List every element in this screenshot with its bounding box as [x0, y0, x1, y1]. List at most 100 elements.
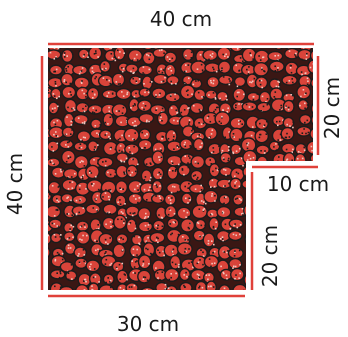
- pebble: [48, 245, 51, 260]
- pebble: [166, 75, 180, 86]
- pebble-speck: [134, 170, 137, 173]
- pebble-speck: [114, 175, 116, 177]
- pebble-speck: [318, 228, 320, 230]
- pebble-speck: [108, 198, 111, 201]
- pebble-speck: [252, 96, 255, 98]
- pebble-speck: [164, 283, 167, 286]
- pebble-speck: [289, 266, 291, 269]
- pebble-speck: [154, 183, 156, 186]
- pebble-speck: [122, 238, 124, 241]
- pebble-speck: [61, 252, 64, 255]
- pebble-speck: [227, 149, 230, 151]
- pebble-speck: [115, 81, 118, 83]
- pebble-speck: [188, 77, 190, 80]
- pebble-speck: [119, 145, 122, 147]
- pebble: [311, 231, 313, 245]
- pebble-speck: [158, 171, 160, 174]
- pebble-speck: [109, 137, 111, 140]
- pebble-speck: [306, 77, 309, 80]
- pebble-speck: [211, 186, 213, 189]
- pebble-speck: [122, 106, 125, 109]
- pebble-speck: [234, 175, 236, 178]
- pebble-speck: [259, 122, 261, 125]
- pebble: [297, 233, 313, 248]
- pebble-speck: [190, 133, 193, 135]
- pebble: [280, 222, 296, 233]
- pebble-speck: [81, 177, 84, 180]
- pebble: [177, 48, 192, 50]
- pebble-speck: [120, 160, 123, 163]
- pebble-speck: [197, 261, 200, 263]
- pebble-speck: [107, 243, 109, 245]
- pebble-speck: [200, 146, 202, 148]
- pebble-speck: [285, 148, 288, 151]
- pebble-speck: [141, 131, 143, 134]
- pebble-speck: [173, 135, 175, 138]
- pebble-speck: [160, 81, 163, 83]
- pebble-speck: [60, 170, 62, 173]
- pebble-speck: [246, 277, 248, 280]
- pebble-speck: [135, 45, 137, 47]
- pebble: [48, 60, 50, 75]
- pebble-speck: [156, 186, 158, 188]
- pebble-speck: [224, 185, 226, 187]
- pebble-speck: [57, 200, 60, 203]
- pebble-speck: [251, 106, 254, 108]
- pebble-speck: [265, 209, 268, 211]
- pebble-speck: [137, 189, 139, 191]
- pebble-speck: [131, 171, 133, 174]
- pebble-speck: [82, 37, 84, 39]
- pebble-speck: [304, 238, 307, 240]
- pebble-speck: [247, 71, 250, 73]
- pebble-speck: [186, 40, 188, 42]
- pebble-speck: [147, 41, 149, 43]
- pebble: [180, 218, 196, 233]
- pebble-speck: [268, 205, 271, 208]
- pebble-speck: [224, 136, 226, 139]
- pebble-speck: [68, 92, 70, 95]
- pebble-speck: [266, 201, 268, 204]
- pebble-speck: [235, 180, 238, 183]
- pebble-speck: [184, 145, 187, 148]
- pebble-speck: [65, 133, 68, 135]
- pebble-speck: [158, 56, 161, 59]
- pebble-speck: [82, 160, 84, 163]
- pebble-speck: [123, 222, 125, 224]
- pebble: [48, 115, 49, 127]
- pebble-speck: [67, 141, 69, 144]
- pebble-speck: [290, 64, 292, 67]
- pebble-speck: [307, 243, 309, 245]
- pebble-speck: [200, 123, 203, 125]
- pebble: [286, 206, 298, 221]
- pebble-speck: [145, 247, 147, 250]
- pebble-speck: [174, 263, 177, 266]
- pebble-speck: [188, 123, 190, 125]
- pebble-speck: [132, 158, 134, 161]
- pebble-speck: [70, 124, 73, 126]
- pebble-speck: [217, 106, 219, 109]
- pebble-speck: [75, 199, 78, 202]
- pebble-speck: [304, 254, 306, 257]
- pebble-speck: [43, 242, 45, 244]
- pebble-speck: [89, 268, 92, 271]
- pebble-speck: [105, 132, 108, 135]
- pebble-speck: [144, 105, 147, 107]
- pebble-speck: [178, 263, 180, 266]
- pebble-speck: [301, 58, 303, 61]
- pebble-speck: [254, 287, 256, 289]
- pebble: [140, 48, 156, 51]
- pebble-speck: [221, 115, 223, 118]
- pebble-speck: [295, 214, 298, 216]
- pebble-speck: [66, 197, 68, 199]
- pebble-speck: [174, 98, 176, 100]
- pebble-speck: [242, 60, 244, 63]
- pebble-speck: [52, 93, 55, 95]
- pebble-speck: [128, 169, 130, 172]
- pebble-speck: [108, 110, 111, 113]
- pebble-speck: [208, 274, 210, 276]
- pebble-speck: [147, 228, 150, 230]
- pebble-speck: [151, 253, 153, 255]
- pebble-speck: [147, 236, 149, 239]
- pebble-speck: [136, 260, 138, 262]
- pebble-speck: [155, 109, 157, 111]
